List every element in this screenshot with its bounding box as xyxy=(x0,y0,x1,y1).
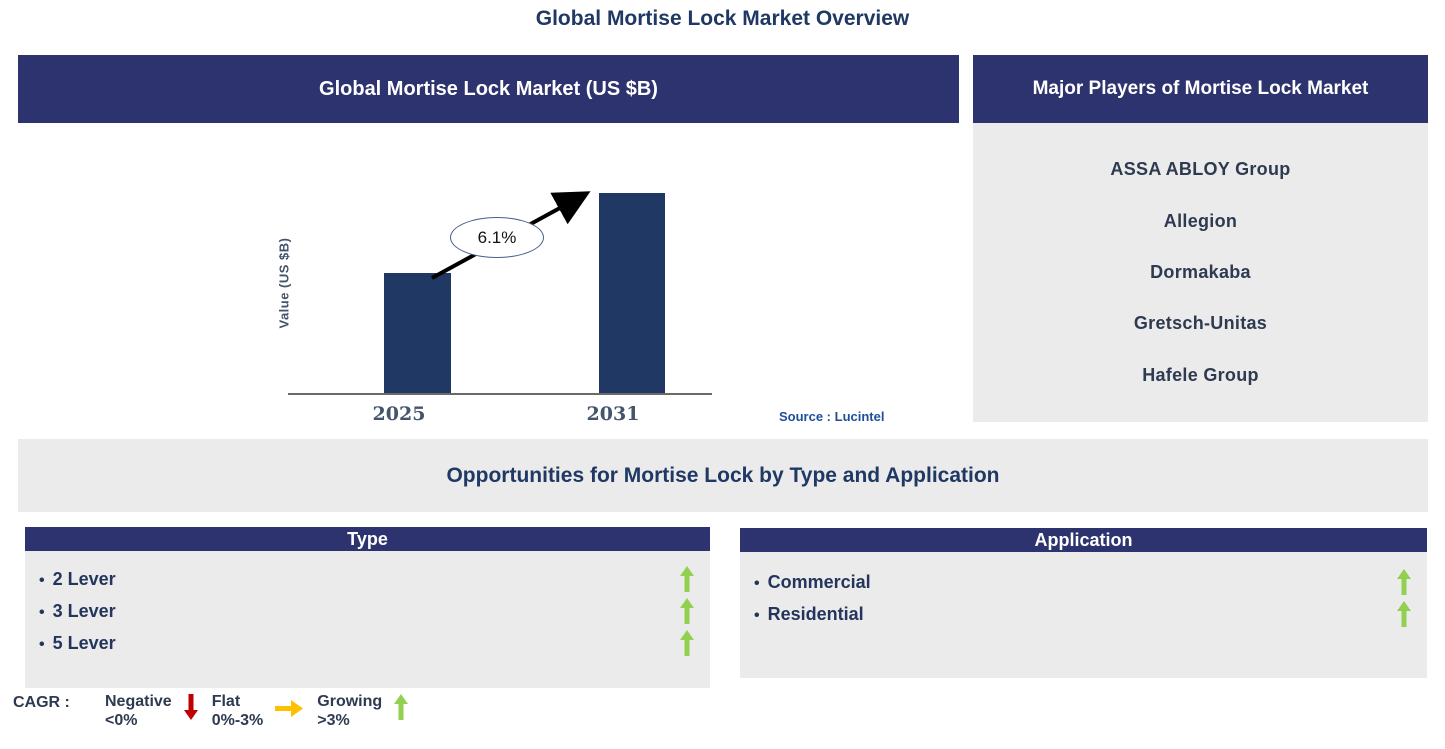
major-players-header-label: Major Players of Mortise Lock Market xyxy=(1032,78,1369,99)
list-item: • 3 Lever xyxy=(25,595,710,627)
legend-item-growing: Growing >3% xyxy=(317,692,422,730)
type-panel-body: • 2 Lever • 3 Lever • 5 Lever xyxy=(25,551,710,688)
legend-item-negative: Negative <0% xyxy=(105,692,212,730)
page-title: Global Mortise Lock Market Overview xyxy=(535,7,910,30)
cagr-annotation-ellipse: 6.1% xyxy=(450,217,544,258)
source-note: Source : Lucintel xyxy=(779,409,885,424)
type-item-label: • 5 Lever xyxy=(39,632,116,653)
x-axis-line xyxy=(288,393,712,395)
growing-up-arrow-icon xyxy=(394,694,409,720)
application-panel-body: • Commercial • Residential xyxy=(740,552,1427,678)
legend-flat-text: Flat 0%-3% xyxy=(211,693,264,729)
list-item: • 2 Lever xyxy=(25,563,710,595)
cagr-value-label: 6.1% xyxy=(477,227,517,247)
bullet-icon: • xyxy=(754,606,760,624)
list-item: • 5 Lever xyxy=(25,627,710,659)
growing-up-arrow-icon xyxy=(680,630,694,656)
type-panel-header: Type xyxy=(25,527,710,551)
major-players-header: Major Players of Mortise Lock Market xyxy=(973,55,1428,123)
application-item-label: • Commercial xyxy=(754,571,871,592)
bullet-icon: • xyxy=(39,603,45,621)
growing-up-arrow-icon xyxy=(680,566,694,592)
type-item-label: • 2 Lever xyxy=(39,568,116,589)
application-panel-header: Application xyxy=(740,528,1427,552)
major-players-panel: Major Players of Mortise Lock Market ASS… xyxy=(973,55,1428,422)
list-item: • Commercial xyxy=(740,566,1427,598)
application-panel-header-label: Application xyxy=(1034,529,1133,550)
bullet-icon: • xyxy=(39,571,45,589)
bar-2025 xyxy=(384,273,451,393)
growth-trend-arrow xyxy=(431,191,591,280)
market-chart-header: Global Mortise Lock Market (US $B) xyxy=(18,55,959,123)
application-item-label: • Residential xyxy=(754,603,864,624)
cagr-legend-prefix: CAGR : xyxy=(13,694,70,711)
growing-up-arrow-icon xyxy=(680,598,694,624)
flat-right-arrow-icon xyxy=(275,700,304,717)
negative-down-arrow-icon xyxy=(183,694,198,720)
player-item: Allegion xyxy=(1163,210,1238,231)
growing-up-arrow-icon xyxy=(1397,601,1411,627)
application-panel: Application • Commercial • Residential xyxy=(740,528,1427,678)
legend-growing-text: Growing >3% xyxy=(317,693,383,729)
cagr-legend: CAGR : Negative <0% Flat 0%-3% Growing >… xyxy=(13,692,422,730)
bullet-icon: • xyxy=(754,574,760,592)
list-item: • Residential xyxy=(740,598,1427,630)
opportunities-title: Opportunities for Mortise Lock by Type a… xyxy=(446,463,1000,487)
bar-2031 xyxy=(599,193,665,393)
legend-negative-text: Negative <0% xyxy=(105,693,172,729)
type-item-label: • 3 Lever xyxy=(39,600,116,621)
player-item: Hafele Group xyxy=(1142,364,1259,385)
type-panel: Type • 2 Lever • 3 Lever • 5 Lever xyxy=(25,527,710,688)
player-item: ASSA ABLOY Group xyxy=(1110,159,1291,180)
major-players-list: ASSA ABLOY Group Allegion Dormakaba Gret… xyxy=(973,123,1428,422)
growing-up-arrow-icon xyxy=(1397,569,1411,595)
player-item: Gretsch-Unitas xyxy=(1133,313,1268,334)
market-bar-chart: Value (US $B) 6.1% 2025 2031 Source : Lu… xyxy=(18,123,959,436)
bullet-icon: • xyxy=(39,635,45,653)
player-item: Dormakaba xyxy=(1150,261,1251,282)
x-tick-2031: 2031 xyxy=(586,403,640,425)
legend-item-flat: Flat 0%-3% xyxy=(212,692,318,730)
type-panel-header-label: Type xyxy=(347,528,388,549)
opportunities-band: Opportunities for Mortise Lock by Type a… xyxy=(18,439,1428,512)
x-tick-2025: 2025 xyxy=(372,403,426,425)
market-chart-header-label: Global Mortise Lock Market (US $B) xyxy=(319,77,658,100)
